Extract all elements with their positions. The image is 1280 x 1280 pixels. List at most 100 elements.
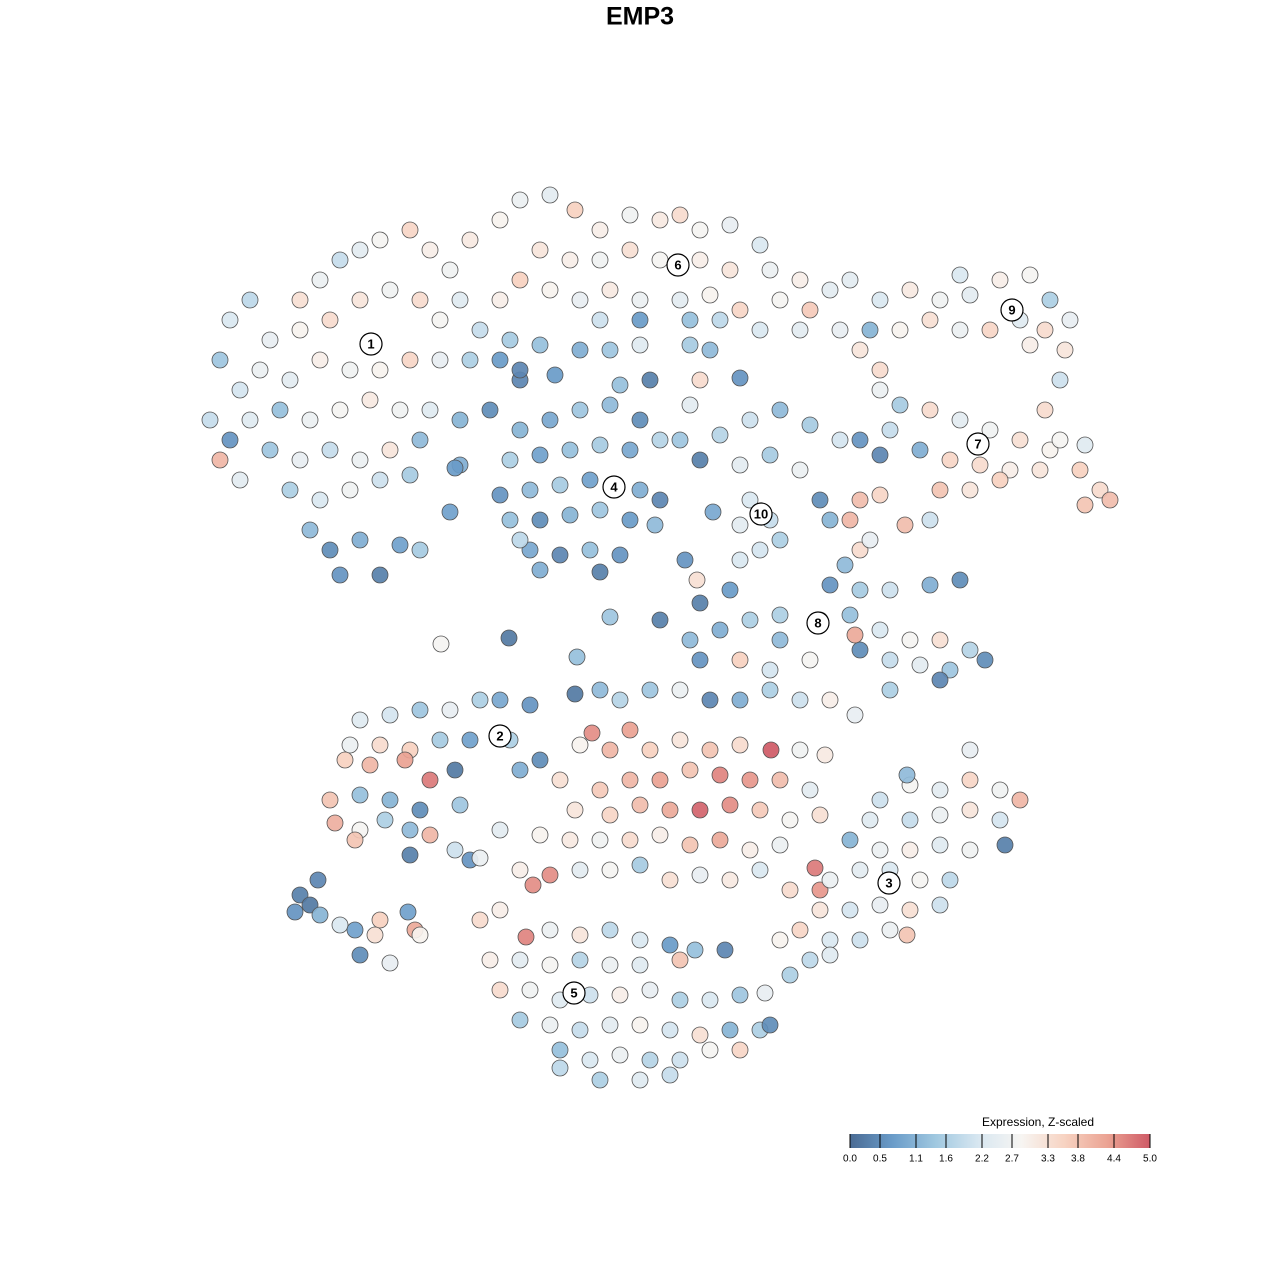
point xyxy=(871,381,889,399)
point xyxy=(601,608,619,626)
cluster-label: 8 xyxy=(814,615,821,630)
point xyxy=(631,796,649,814)
point xyxy=(541,866,559,884)
point xyxy=(891,321,909,339)
point xyxy=(861,811,879,829)
point xyxy=(741,771,759,789)
point xyxy=(756,984,774,1002)
colorbar-tick-label: 0.5 xyxy=(873,1154,887,1165)
point xyxy=(511,1011,529,1029)
point xyxy=(781,811,799,829)
point xyxy=(931,781,949,799)
point xyxy=(431,311,449,329)
point xyxy=(741,491,759,509)
point xyxy=(381,281,399,299)
point xyxy=(431,731,449,749)
point xyxy=(291,886,309,904)
point xyxy=(611,546,629,564)
point xyxy=(671,431,689,449)
point xyxy=(836,556,854,574)
point xyxy=(871,841,889,859)
point xyxy=(351,451,369,469)
point xyxy=(931,671,949,689)
point xyxy=(291,451,309,469)
point xyxy=(816,746,834,764)
point xyxy=(1041,441,1059,459)
point xyxy=(716,941,734,959)
point xyxy=(851,341,869,359)
point xyxy=(631,336,649,354)
point xyxy=(721,871,739,889)
point xyxy=(991,781,1009,799)
point xyxy=(411,801,429,819)
colorbar-tick-label: 3.3 xyxy=(1041,1154,1055,1165)
point xyxy=(381,954,399,972)
point xyxy=(621,206,639,224)
point xyxy=(661,801,679,819)
point xyxy=(861,531,879,549)
cluster-label: 5 xyxy=(570,985,577,1000)
point xyxy=(401,221,419,239)
point xyxy=(704,503,722,521)
point xyxy=(901,811,919,829)
point xyxy=(591,1071,609,1089)
point xyxy=(1031,461,1049,479)
point xyxy=(531,241,549,259)
point xyxy=(346,921,364,939)
point xyxy=(741,841,759,859)
point xyxy=(491,691,509,709)
point xyxy=(221,431,239,449)
point xyxy=(281,481,299,499)
point xyxy=(241,411,259,429)
point xyxy=(651,611,669,629)
point xyxy=(566,801,584,819)
point xyxy=(531,751,549,769)
point xyxy=(511,271,529,289)
point xyxy=(671,681,689,699)
point xyxy=(1091,481,1109,499)
point xyxy=(841,606,859,624)
point xyxy=(731,516,749,534)
point xyxy=(391,536,409,554)
point xyxy=(901,631,919,649)
point xyxy=(201,411,219,429)
point xyxy=(996,836,1014,854)
point xyxy=(309,871,327,889)
point xyxy=(531,561,549,579)
point xyxy=(500,629,518,647)
point xyxy=(641,371,659,389)
point xyxy=(801,951,819,969)
point xyxy=(321,311,339,329)
point xyxy=(721,261,739,279)
point xyxy=(261,441,279,459)
point xyxy=(881,651,899,669)
point xyxy=(611,986,629,1004)
point xyxy=(701,1041,719,1059)
point xyxy=(761,661,779,679)
cluster-label: 10 xyxy=(754,506,768,521)
point xyxy=(471,321,489,339)
point xyxy=(421,826,439,844)
point xyxy=(671,991,689,1009)
point xyxy=(521,541,539,559)
point xyxy=(551,476,569,494)
point xyxy=(461,231,479,249)
point xyxy=(731,369,749,387)
point xyxy=(611,691,629,709)
point xyxy=(581,1051,599,1069)
point xyxy=(376,811,394,829)
cluster-label: 4 xyxy=(610,479,618,494)
point xyxy=(761,446,779,464)
point xyxy=(671,206,689,224)
point xyxy=(399,903,417,921)
point xyxy=(551,546,569,564)
point xyxy=(601,956,619,974)
colorbar-tick-label: 4.4 xyxy=(1107,1154,1121,1165)
point xyxy=(621,241,639,259)
point xyxy=(401,466,419,484)
point xyxy=(591,221,609,239)
point xyxy=(898,766,916,784)
point xyxy=(731,551,749,569)
point xyxy=(546,366,564,384)
point xyxy=(1036,321,1054,339)
